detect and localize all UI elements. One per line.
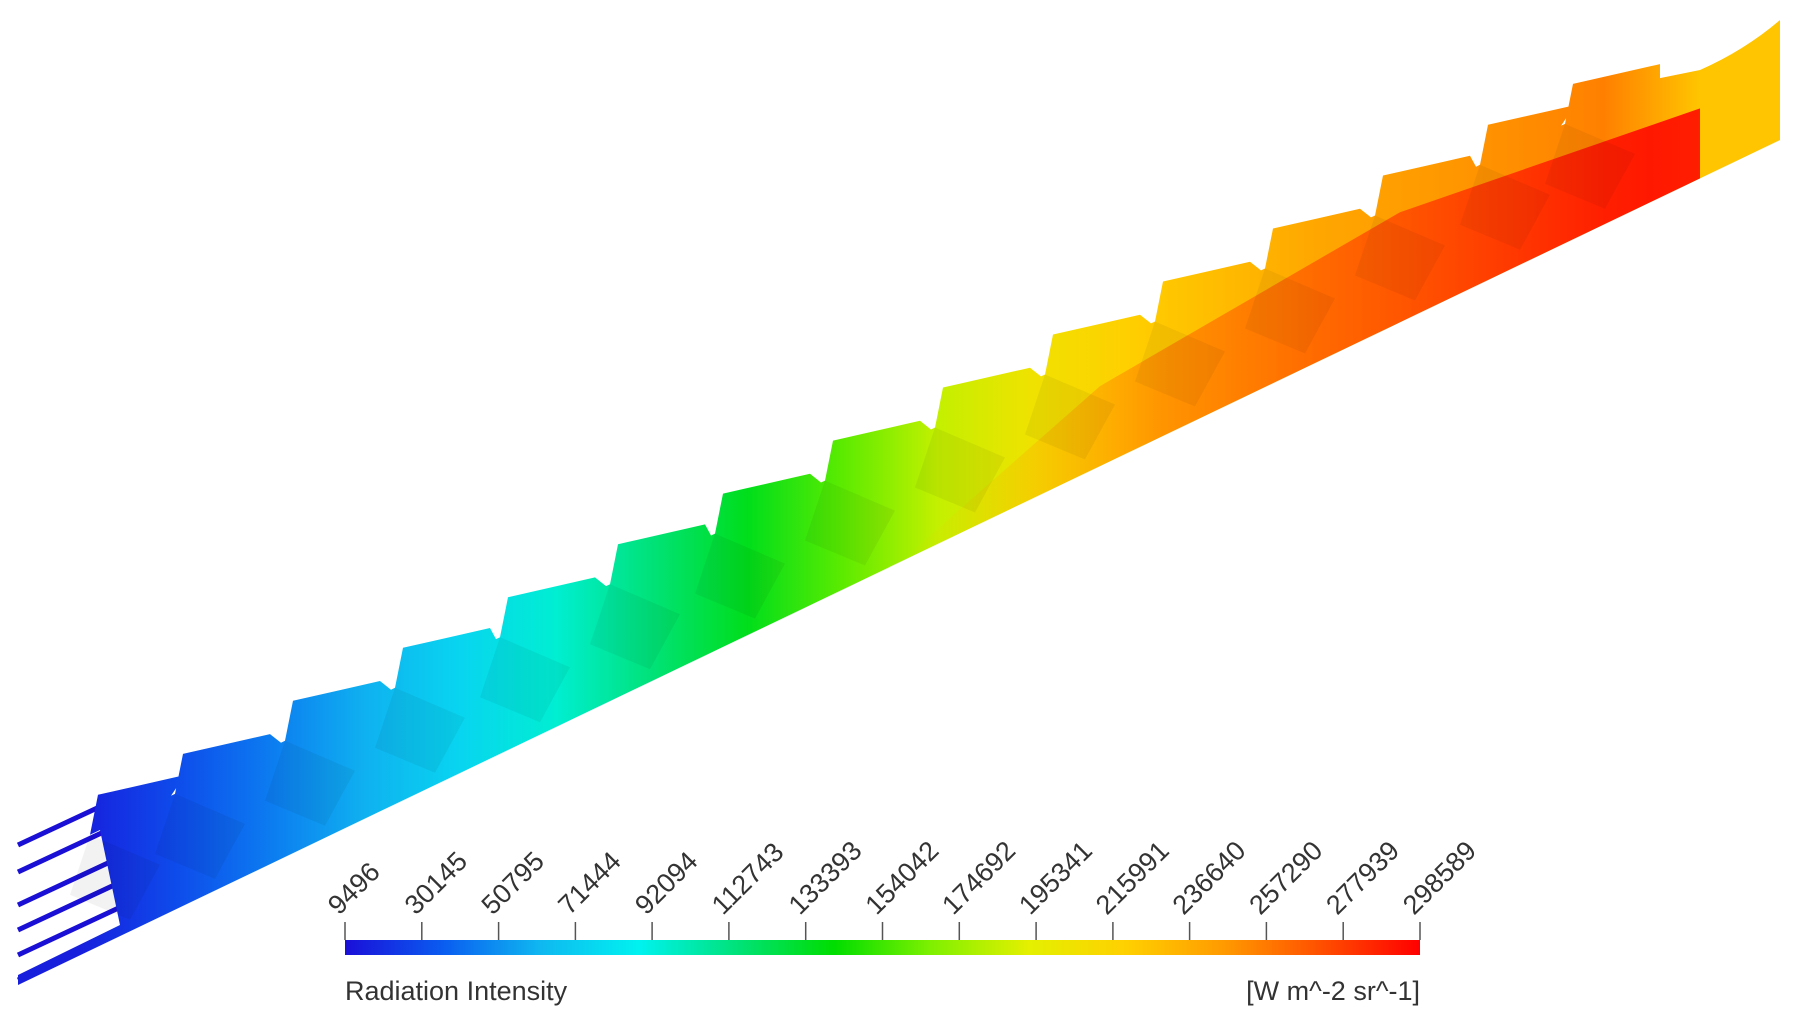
legend-tick-label: 298589 bbox=[1397, 835, 1482, 920]
legend-tick-label: 236640 bbox=[1167, 835, 1252, 920]
fin-shade-13 bbox=[1460, 164, 1550, 250]
legend-tick-label: 30145 bbox=[399, 846, 473, 920]
legend-tick-label: 133393 bbox=[783, 835, 868, 920]
fin-shade-6 bbox=[695, 533, 785, 619]
fin-shade-4 bbox=[480, 637, 570, 723]
fin-shade-7 bbox=[805, 480, 895, 566]
legend-color-bar bbox=[345, 940, 1420, 955]
legend-tick-label: 277939 bbox=[1320, 835, 1405, 920]
contour-field bbox=[18, 20, 1780, 985]
legend-units-label: [W m^-2 sr^-1] bbox=[1246, 976, 1420, 1006]
fin-shade-5 bbox=[590, 584, 680, 670]
legend-tick-label: 71444 bbox=[552, 846, 626, 920]
legend-variable-label: Radiation Intensity bbox=[345, 976, 568, 1006]
legend-tick-label: 9496 bbox=[322, 857, 386, 921]
fin-shade-8 bbox=[915, 427, 1005, 513]
inlet-tube-line-3 bbox=[16, 877, 127, 933]
legend-tick-label: 174692 bbox=[936, 835, 1021, 920]
inlet-tube-line-4 bbox=[16, 902, 127, 958]
fin-shade-10 bbox=[1135, 321, 1225, 407]
fin-shade-3 bbox=[375, 687, 465, 773]
legend-tick-label: 215991 bbox=[1090, 835, 1175, 920]
fin-shade-9 bbox=[1025, 374, 1115, 460]
wall-hot-band bbox=[900, 108, 1700, 563]
fin-shade-1 bbox=[155, 793, 245, 879]
legend-tick-label: 257290 bbox=[1243, 835, 1328, 920]
legend-tick-label: 154042 bbox=[860, 835, 945, 920]
legend-tick-label: 112743 bbox=[706, 837, 790, 921]
fin-shading bbox=[70, 123, 1635, 920]
fin-shade-14 bbox=[1545, 123, 1635, 209]
fin-shade-0 bbox=[70, 834, 160, 920]
legend-tick-label: 195341 bbox=[1013, 835, 1098, 920]
legend-tick-label: 50795 bbox=[476, 846, 550, 920]
legend-tick-label: 92094 bbox=[629, 846, 703, 920]
color-legend: 9496 30145 50795 71444 92094 1127431333931540… bbox=[322, 835, 1482, 1006]
fin-shade-12 bbox=[1355, 215, 1445, 301]
fin-shade-11 bbox=[1245, 268, 1335, 354]
fin-shade-2 bbox=[265, 740, 355, 826]
legend-ticks: 9496 30145 50795 71444 92094 1127431333931540… bbox=[322, 835, 1482, 940]
